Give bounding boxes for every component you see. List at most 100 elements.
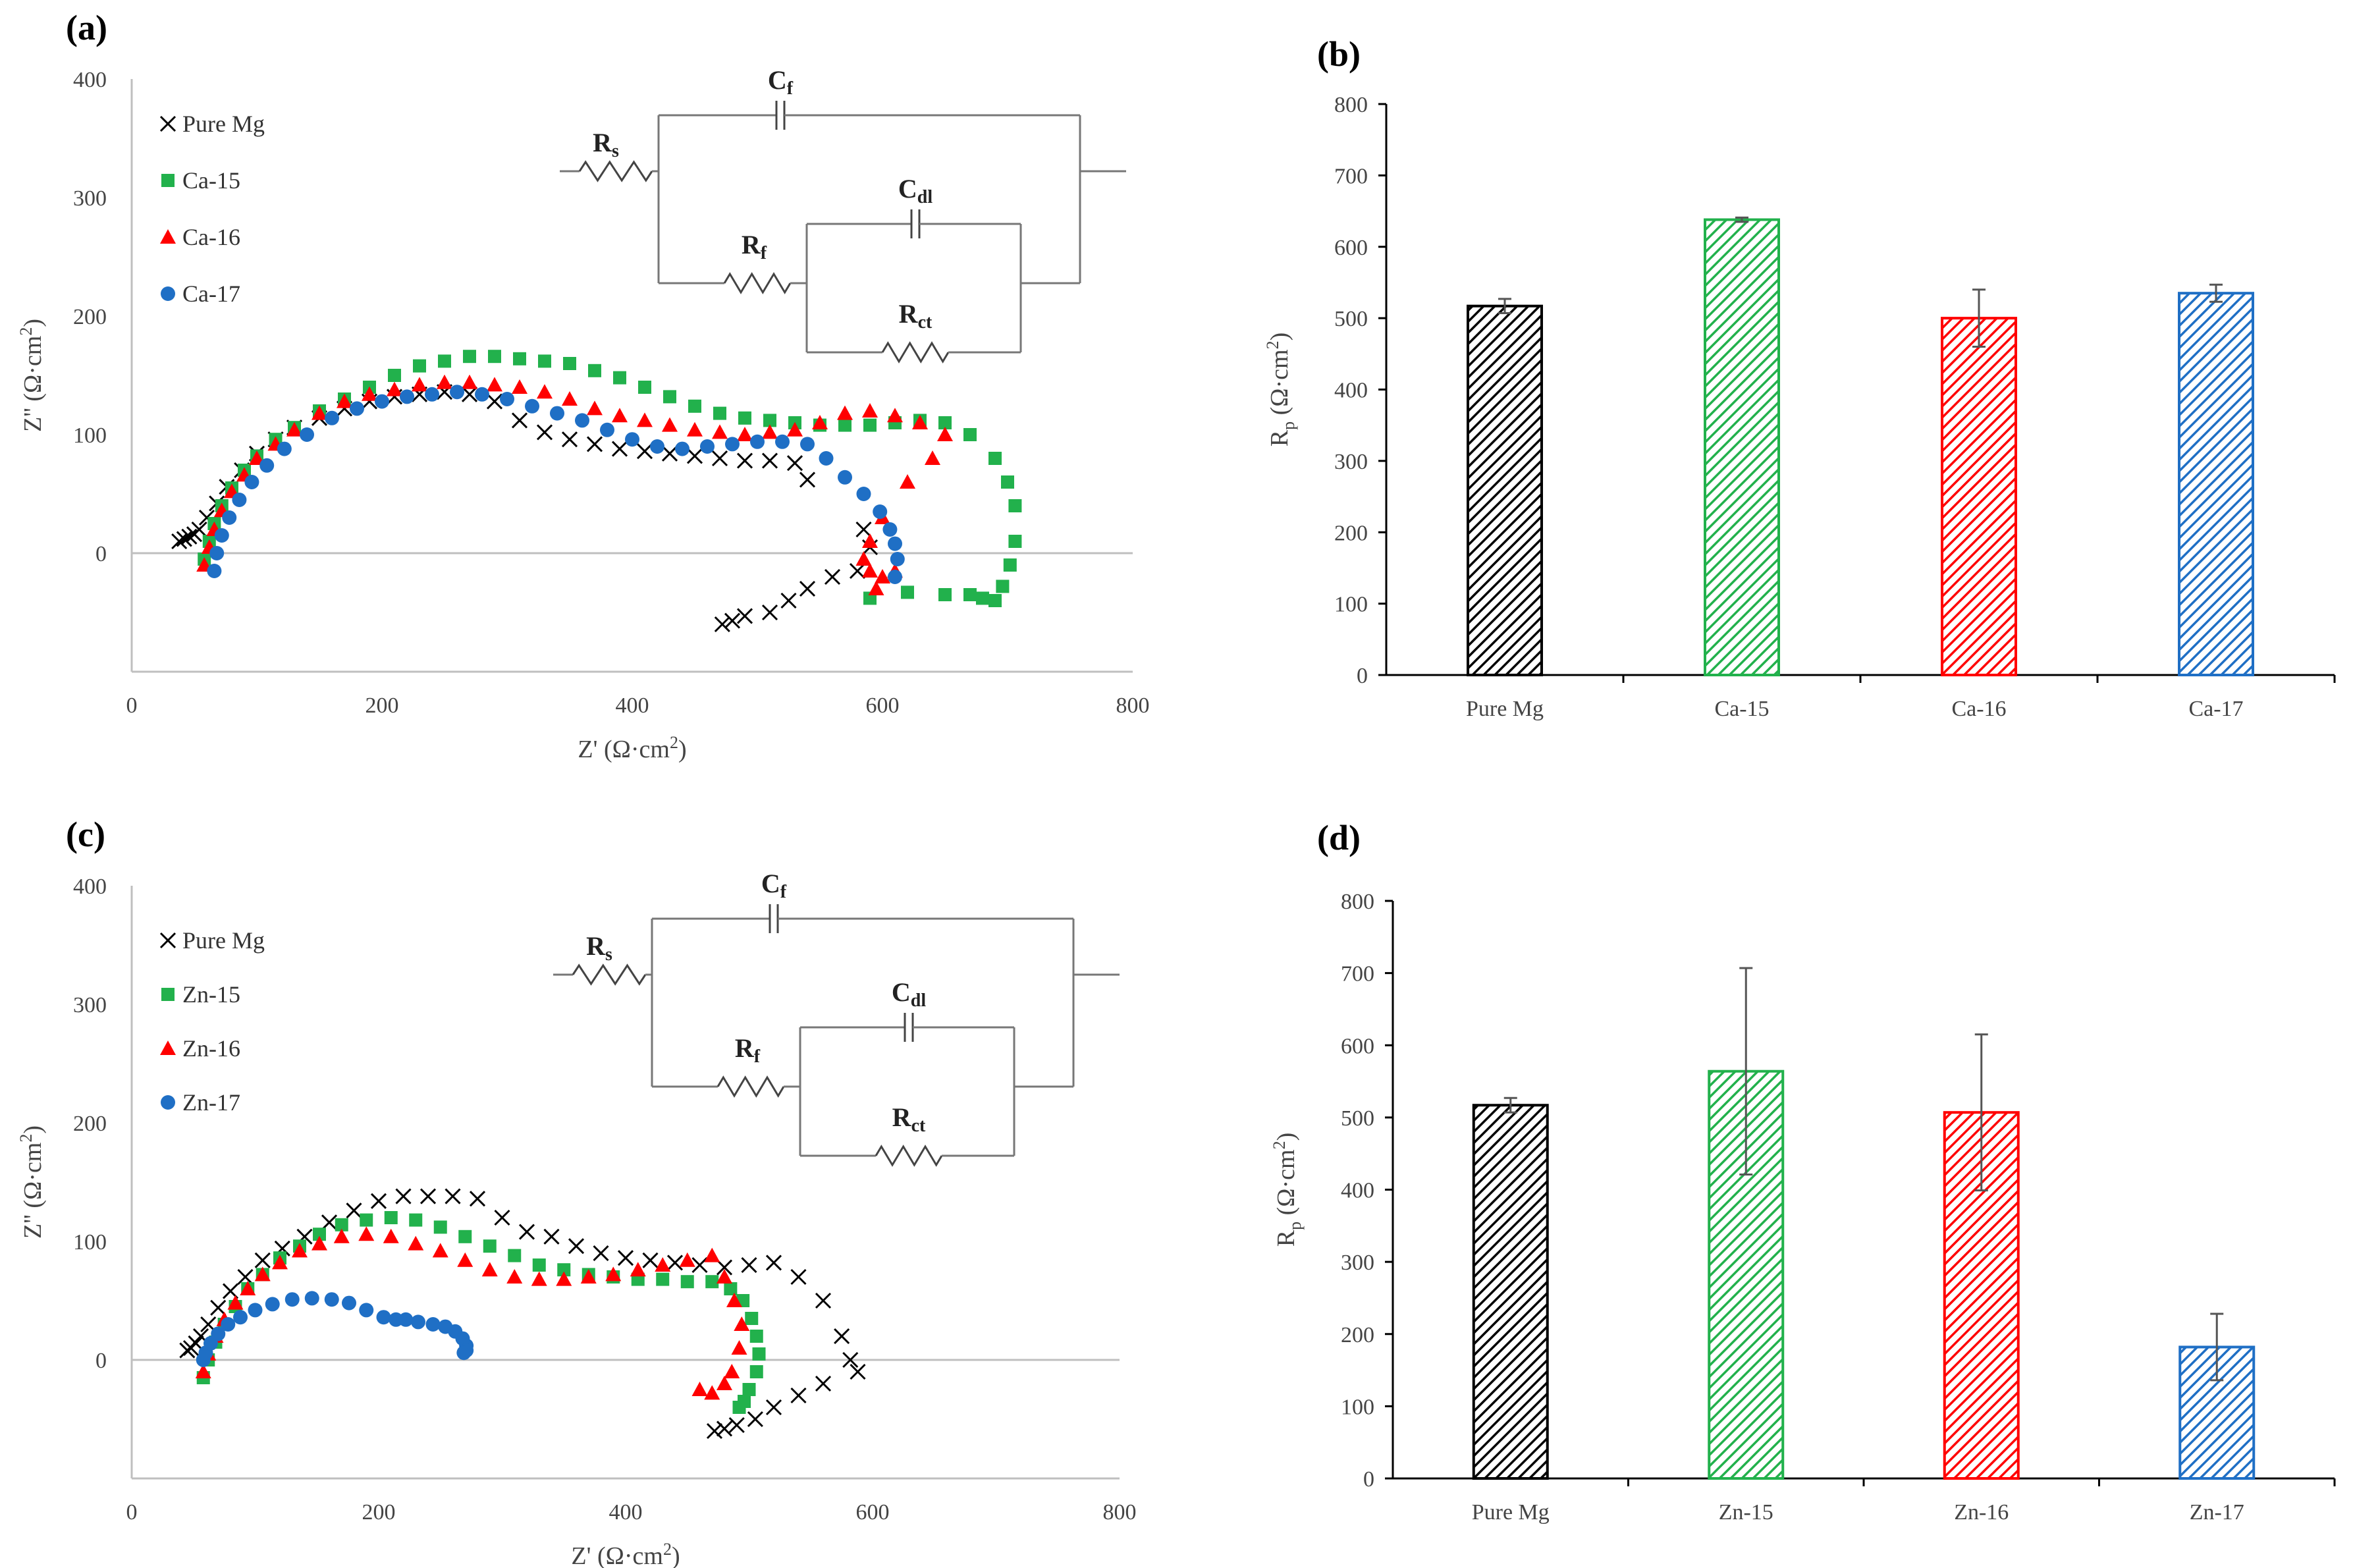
circuit-label: Rs [586,931,612,965]
data-point [531,1271,547,1286]
y-tick-label: 200 [73,305,107,329]
x-tick-label: Zn-17 [2190,1500,2244,1525]
x-tick-label: 0 [126,693,138,718]
marker-stroke [728,1417,745,1434]
data-point [875,569,890,583]
x-tick-label: 200 [365,693,399,718]
data-point [387,381,402,396]
marker-stroke [593,1245,609,1262]
data-point [537,384,553,399]
data-point [663,390,676,404]
data-point [724,1364,740,1378]
data-point [500,392,514,406]
bar-chart-d: 0 100 200 300 400 500 600 700 800 Pure Mg Zn-15 Zn-… [1270,890,2336,1525]
bar [1467,304,1543,677]
data-point [513,352,526,365]
data-point [543,1228,560,1245]
data-point [630,1262,646,1277]
marker-stroke [855,521,872,538]
marker-stroke [636,443,653,460]
circuit-label: Cdl [892,977,926,1011]
x-tick-label: 400 [609,1500,643,1525]
data-point [862,563,878,578]
y-tick-label: 700 [1341,962,1374,987]
data-point [901,585,914,599]
panel-label-b: (b) [1317,34,1361,74]
marker-stroke [254,1252,271,1268]
data-point [1003,558,1017,572]
data-point [731,1340,747,1355]
data-point [494,1209,510,1226]
y-tick-label: 300 [1334,450,1368,474]
bar [1704,218,1780,676]
data-point [688,399,701,413]
x-tick-label: Ca-17 [2188,697,2243,721]
circuit-label: Cf [768,65,794,99]
marker-stroke [611,441,628,457]
data-point [575,413,589,428]
marker-stroke [494,1209,510,1226]
data-point [388,369,401,382]
marker-stroke [176,531,192,547]
data-point [996,580,1010,593]
bar [1941,317,2017,676]
circuit-label: Rf [742,230,767,263]
legend-marker [161,988,175,1001]
data-point [249,450,265,465]
series-0 [179,1188,866,1440]
data-point [728,1417,745,1434]
data-point [210,1299,227,1316]
data-point [237,1268,254,1285]
data-point [662,417,678,432]
data-point [398,1312,414,1327]
y-axis-label: Rp (Ω·cm2) [1270,1133,1305,1247]
data-point [938,416,952,429]
marker-stroke [799,472,816,488]
data-point [679,1252,695,1267]
data-point [506,1269,523,1284]
data-point [481,1262,498,1277]
data-point [425,387,439,402]
data-point [868,581,884,595]
series-3 [207,385,905,584]
data-point [408,1235,424,1251]
series-3 [196,1291,474,1367]
marker-stroke [191,521,207,538]
data-point [176,531,192,547]
data-point [745,1312,759,1325]
marker-stroke [511,412,528,429]
data-point [763,414,776,427]
marker-stroke [736,452,753,469]
data-point [254,1252,271,1268]
marker-stroke [159,115,176,132]
marker-stroke [346,1203,362,1219]
data-point [211,1326,226,1341]
data-point [855,521,872,538]
legend-label: Ca-17 [182,281,240,307]
marker-stroke [765,1399,782,1416]
data-point [588,364,601,377]
data-point [711,450,728,467]
legend-label: Zn-15 [182,981,240,1008]
data-point [232,493,247,507]
marker-stroke [181,528,198,545]
data-point [370,1193,387,1209]
y-axis-label: Rp (Ω·cm2) [1263,333,1298,447]
data-point [687,421,703,437]
data-point [734,1316,750,1331]
data-point [562,391,578,406]
marker-stroke [617,1250,634,1266]
marker-stroke [198,509,215,526]
data-point [384,1211,398,1224]
y-tick-label: 400 [1341,1179,1374,1203]
marker-stroke [222,1283,239,1299]
data-point [636,443,653,460]
marker-stroke [714,616,730,633]
data-point [642,1252,659,1268]
marker-stroke [159,932,176,949]
circuit-label: Cf [761,869,787,902]
legend-marker [159,115,176,132]
data-point [375,394,389,409]
x-tick-label: Pure Mg [1466,697,1544,721]
data-point [300,427,314,442]
